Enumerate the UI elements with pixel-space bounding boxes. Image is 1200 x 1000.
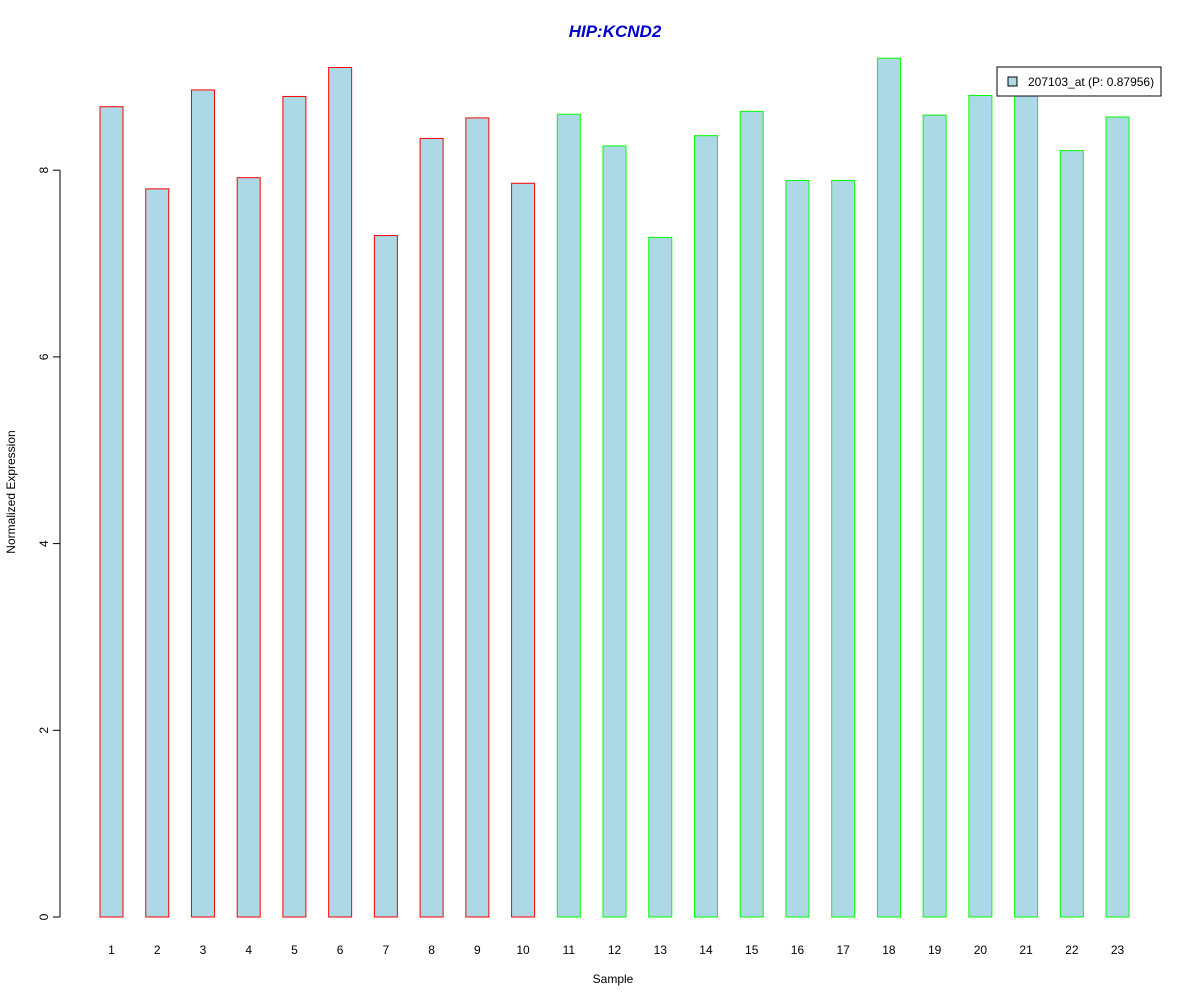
x-tick-label: 2: [154, 943, 161, 957]
x-tick-label: 21: [1019, 943, 1033, 957]
y-tick-label: 8: [37, 167, 51, 174]
bar-sample-14: [693, 135, 718, 918]
x-tick-label: 12: [608, 943, 622, 957]
y-tick-label: 6: [37, 353, 51, 360]
y-axis-label: Normalized Expression: [4, 430, 18, 553]
x-tick-label: 13: [654, 943, 668, 957]
x-tick-label: 14: [699, 943, 713, 957]
bar-sample-8: [419, 137, 444, 918]
bar-sample-2: [145, 188, 170, 918]
x-tick-label: 8: [428, 943, 435, 957]
x-tick-label: 4: [245, 943, 252, 957]
chart-title: HIP:KCND2: [569, 22, 662, 41]
legend-box: [996, 66, 1162, 97]
x-axis-label: Sample: [593, 972, 634, 986]
x-tick-label: 15: [745, 943, 759, 957]
bar-sample-10: [511, 182, 536, 918]
bar-sample-20: [968, 95, 993, 918]
bar-sample-19: [922, 114, 947, 918]
legend-entry-label: 207103_at (P: 0.87956): [1028, 75, 1154, 89]
bar-sample-7: [373, 235, 398, 918]
bar-sample-23: [1105, 116, 1130, 918]
y-axis: 0 2 4 6 8: [37, 167, 61, 920]
bar-sample-1: [99, 106, 124, 918]
bar-sample-12: [602, 145, 627, 918]
bar-sample-13: [648, 236, 673, 918]
bar-sample-21: [1014, 93, 1039, 918]
x-tick-label: 9: [474, 943, 481, 957]
x-tick-label: 5: [291, 943, 298, 957]
x-tick-label: 6: [337, 943, 344, 957]
bar-sample-17: [831, 179, 856, 918]
legend: 207103_at (P: 0.87956): [996, 66, 1162, 97]
bar-sample-18: [876, 57, 901, 918]
bars-group: [99, 57, 1130, 918]
x-tick-label: 7: [383, 943, 390, 957]
bar-sample-6: [328, 67, 353, 918]
bar-sample-11: [556, 113, 581, 918]
x-tick-label: 23: [1111, 943, 1125, 957]
y-tick-label: 4: [37, 540, 51, 547]
x-tick-label: 10: [516, 943, 530, 957]
bar-sample-5: [282, 95, 307, 918]
x-tick-label: 19: [928, 943, 942, 957]
legend-swatch: [1007, 76, 1018, 87]
bar-sample-4: [236, 177, 261, 918]
x-tick-label: 22: [1065, 943, 1079, 957]
x-tick-label: 20: [974, 943, 988, 957]
x-tick-labels: 1 2 3 4 5 6 7 8 9 10 11 12 13 14 15 16 17 18 19 20 21 22 23: [108, 943, 1124, 957]
x-tick-label: 11: [563, 943, 576, 957]
bar-sample-9: [465, 117, 490, 918]
x-tick-label: 17: [837, 943, 851, 957]
x-tick-label: 16: [791, 943, 805, 957]
x-tick-label: 18: [882, 943, 896, 957]
bar-sample-22: [1059, 150, 1084, 918]
y-tick-label: 0: [37, 913, 51, 920]
x-tick-label: 3: [200, 943, 207, 957]
bar-sample-16: [785, 179, 810, 918]
bar-sample-15: [739, 110, 764, 918]
y-tick-label: 2: [37, 727, 51, 734]
bar-sample-3: [190, 89, 215, 918]
x-tick-label: 1: [108, 943, 115, 957]
